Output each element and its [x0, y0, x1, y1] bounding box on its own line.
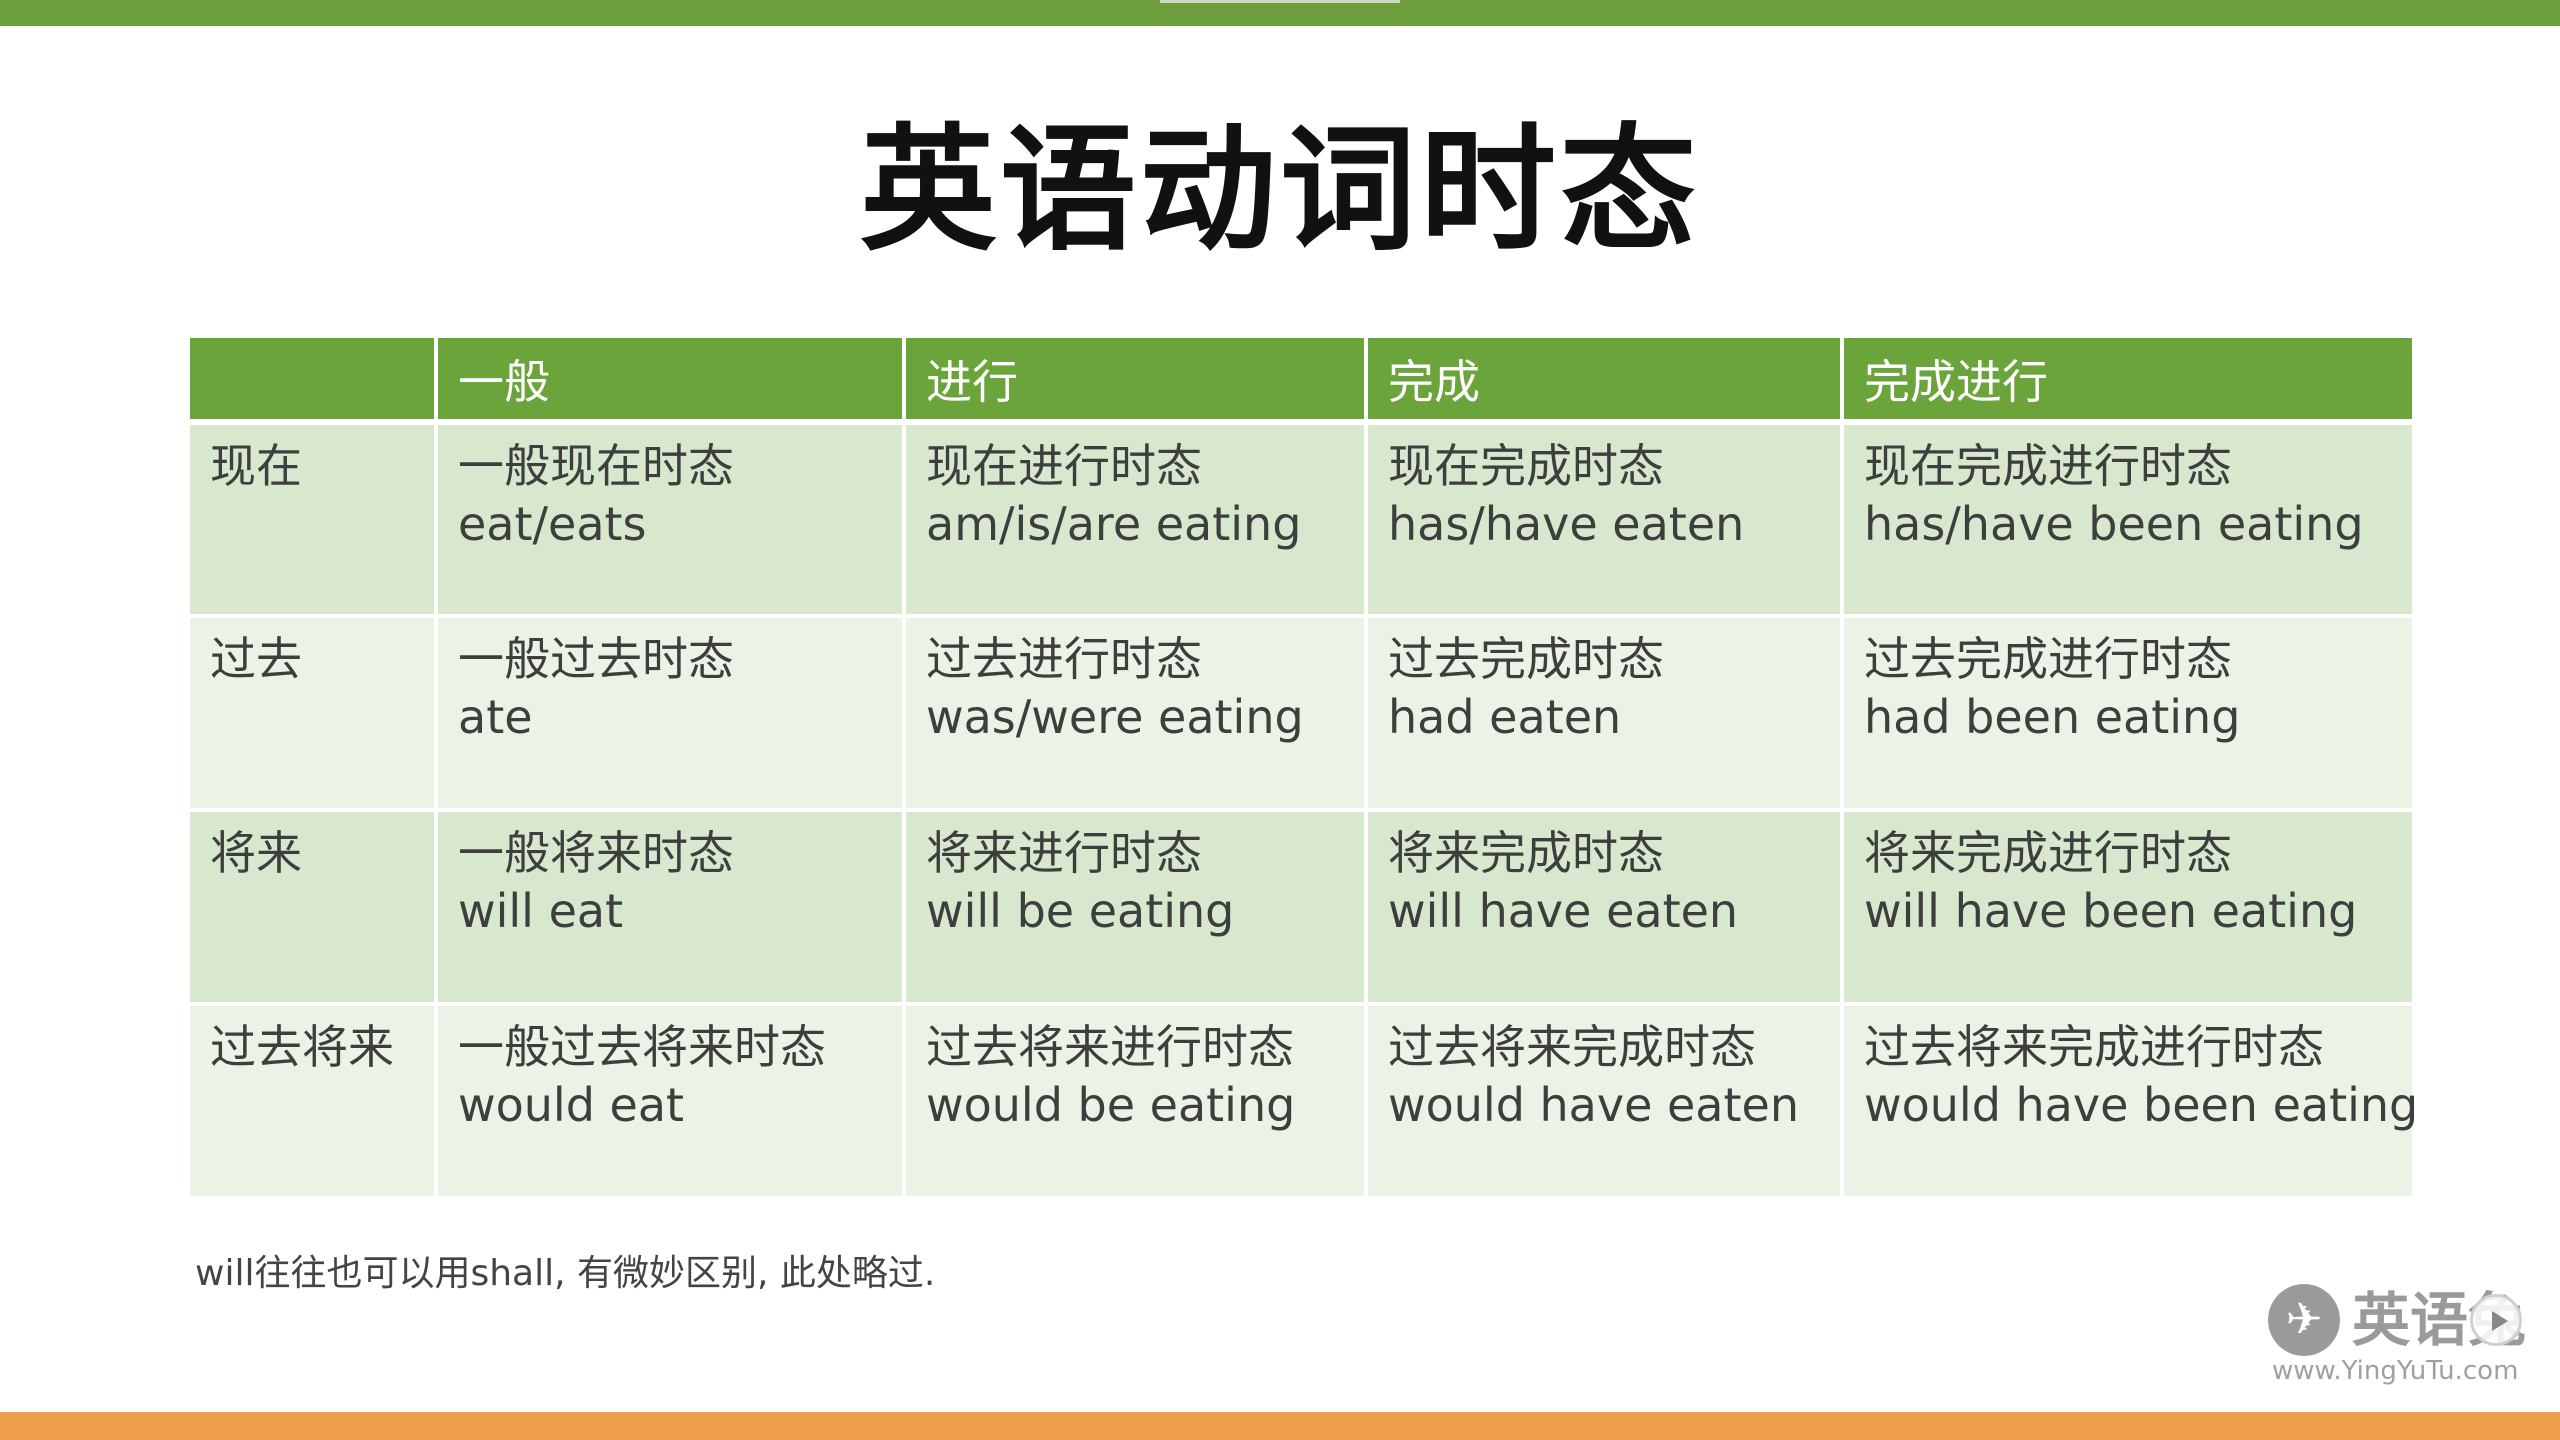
tense-name: 将来完成进行时态: [1864, 826, 2232, 880]
header-cell-progressive: 进行: [904, 338, 1368, 425]
tense-name: 现在进行时态: [926, 439, 1202, 493]
header-cell-perfect-progressive: 完成进行: [1842, 338, 2412, 425]
tense-name: 一般过去时态: [458, 632, 734, 686]
tense-name: 过去完成时态: [1388, 632, 1664, 686]
header-cell-corner: [190, 338, 438, 425]
tense-form: would have been eating: [1864, 1078, 2419, 1132]
rabbit-logo-icon: ✈: [2268, 1284, 2340, 1356]
row-label-text: 将来: [210, 826, 302, 880]
tense-form: would be eating: [926, 1078, 1296, 1132]
header-cell-perfect: 完成: [1366, 338, 1844, 425]
tense-form: was/were eating: [926, 690, 1304, 744]
tense-name: 现在完成进行时态: [1864, 439, 2232, 493]
table-cell: 过去完成进行时态 had been eating: [1842, 616, 2412, 812]
table-cell: 一般现在时态 eat/eats: [436, 422, 906, 618]
tense-form: will have eaten: [1388, 884, 1739, 938]
tense-form: would have eaten: [1388, 1078, 1799, 1132]
tense-name: 现在完成时态: [1388, 439, 1664, 493]
row-label: 将来: [190, 810, 438, 1006]
tense-form: will be eating: [926, 884, 1235, 938]
brand-url: www.YingYuTu.com: [2272, 1356, 2519, 1386]
header-cell-simple: 一般: [436, 338, 906, 425]
row-label-text: 过去: [210, 632, 302, 686]
play-icon[interactable]: [2470, 1294, 2522, 1346]
table-row: 将来 一般将来时态 will eat 将来进行时态 will be eating 将…: [190, 810, 2412, 1006]
table-cell: 过去进行时态 was/were eating: [904, 616, 1368, 812]
row-label-text: 过去将来: [210, 1020, 394, 1074]
tense-form: will have been eating: [1864, 884, 2358, 938]
tense-name: 过去完成进行时态: [1864, 632, 2232, 686]
table-cell: 过去完成时态 had eaten: [1366, 616, 1844, 812]
table-cell: 一般过去时态 ate: [436, 616, 906, 812]
slide-title: 英语动词时态: [860, 110, 1700, 270]
table-cell: 现在完成进行时态 has/have been eating: [1842, 422, 2412, 618]
table-cell: 将来完成进行时态 will have been eating: [1842, 810, 2412, 1006]
table-cell: 将来完成时态 will have eaten: [1366, 810, 1844, 1006]
tense-name: 一般现在时态: [458, 439, 734, 493]
row-label: 现在: [190, 422, 438, 618]
table-cell: 过去将来完成进行时态 would have been eating: [1842, 1004, 2419, 1200]
table-cell: 现在完成时态 has/have eaten: [1366, 422, 1844, 618]
row-label: 过去: [190, 616, 438, 812]
table-row: 现在 一般现在时态 eat/eats 现在进行时态 am/is/are eating…: [190, 422, 2412, 618]
tense-form: had been eating: [1864, 690, 2241, 744]
table-row: 过去将来 一般过去将来时态 would eat 过去将来进行时态 would be …: [190, 1004, 2419, 1200]
tense-name: 过去将来进行时态: [926, 1020, 1294, 1074]
table-cell: 现在进行时态 am/is/are eating: [904, 422, 1368, 618]
table-cell: 过去将来进行时态 would be eating: [904, 1004, 1368, 1200]
top-bar-marker: [1160, 0, 1400, 3]
tense-name: 过去将来完成时态: [1388, 1020, 1756, 1074]
tense-form: will eat: [458, 884, 624, 938]
table-cell: 一般将来时态 will eat: [436, 810, 906, 1006]
tense-form: eat/eats: [458, 497, 647, 551]
tense-name: 一般将来时态: [458, 826, 734, 880]
tense-form: has/have been eating: [1864, 497, 2364, 551]
table-cell: 过去将来完成时态 would have eaten: [1366, 1004, 1844, 1200]
tense-name: 过去将来完成进行时态: [1864, 1020, 2324, 1074]
table-header-row: 一般 进行 完成 完成进行: [190, 338, 2412, 425]
tense-name: 将来进行时态: [926, 826, 1202, 880]
tense-form: has/have eaten: [1388, 497, 1745, 551]
tense-table: 一般 进行 完成 完成进行 现在 一般现在时态 eat/eats 现在进行时态 am…: [190, 338, 2419, 1200]
tense-name: 一般过去将来时态: [458, 1020, 826, 1074]
row-label-text: 现在: [210, 439, 302, 493]
top-accent-bar: [0, 0, 2560, 26]
bottom-accent-bar: [0, 1412, 2560, 1440]
table-cell: 将来进行时态 will be eating: [904, 810, 1368, 1006]
table-row: 过去 一般过去时态 ate 过去进行时态 was/were eating 过去完成时…: [190, 616, 2412, 812]
row-label: 过去将来: [190, 1004, 438, 1200]
table-cell: 一般过去将来时态 would eat: [436, 1004, 906, 1200]
tense-form: would eat: [458, 1078, 685, 1132]
tense-form: am/is/are eating: [926, 497, 1302, 551]
tense-form: ate: [458, 690, 533, 744]
footnote: will往往也可以用shall, 有微妙区别, 此处略过.: [195, 1253, 936, 1294]
tense-form: had eaten: [1388, 690, 1622, 744]
tense-name: 将来完成时态: [1388, 826, 1664, 880]
tense-name: 过去进行时态: [926, 632, 1202, 686]
